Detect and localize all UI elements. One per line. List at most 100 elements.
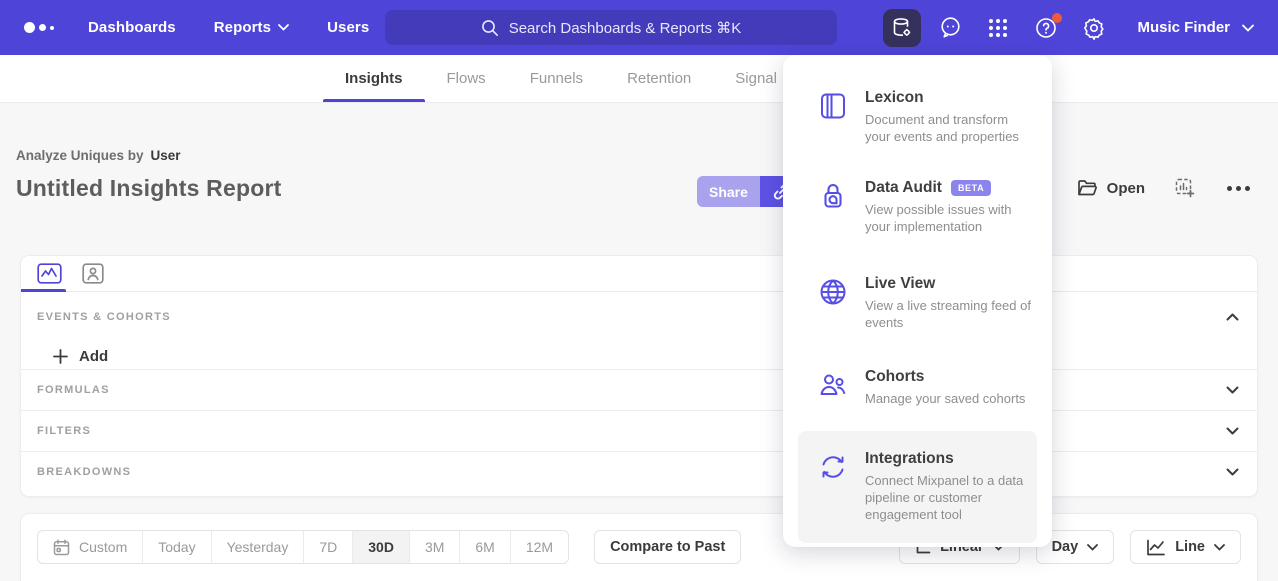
chart-tab-icon xyxy=(37,263,62,284)
add-to-dashboard-button[interactable] xyxy=(1175,178,1195,198)
filters-label: FILTERS xyxy=(37,425,92,437)
report-header: Analyze Uniques by User Untitled Insight… xyxy=(16,148,281,202)
tab-signal-label: Signal xyxy=(735,70,777,87)
breakdowns-section[interactable]: BREAKDOWNS xyxy=(21,451,1257,492)
range-3m[interactable]: 3M xyxy=(408,531,459,563)
integrations-title: Integrations xyxy=(865,450,954,467)
integrations-text: Integrations Connect Mixpanel to a data … xyxy=(865,450,1031,533)
tab-retention[interactable]: Retention xyxy=(627,55,691,102)
open-report-button[interactable]: Open xyxy=(1077,179,1145,197)
chart-type-label: Line xyxy=(1175,539,1205,555)
search-input[interactable]: Search Dashboards & Reports ⌘K xyxy=(385,10,837,45)
nav-dashboards[interactable]: Dashboards xyxy=(88,19,176,36)
plus-icon xyxy=(53,349,68,364)
events-view-tab[interactable] xyxy=(37,263,62,284)
nav-dashboards-label: Dashboards xyxy=(88,19,176,36)
open-label: Open xyxy=(1106,179,1145,197)
tab-funnels-label: Funnels xyxy=(529,70,584,87)
range-yesterday[interactable]: Yesterday xyxy=(210,531,304,563)
range-custom[interactable]: Custom xyxy=(38,531,142,563)
help-button[interactable] xyxy=(1027,9,1065,47)
tab-retention-label: Retention xyxy=(627,70,692,87)
live-view-text: Live View View a live streaming feed of … xyxy=(865,275,1031,332)
chevron-down-icon[interactable] xyxy=(1226,427,1239,435)
report-tabbar: Insights Flows Funnels Retention Signal … xyxy=(0,55,1278,103)
range-30d[interactable]: 30D xyxy=(352,531,409,563)
apps-grid-button[interactable] xyxy=(979,9,1017,47)
nav-reports[interactable]: Reports xyxy=(214,19,289,36)
range-30d-label: 30D xyxy=(368,539,394,555)
chevron-up-icon[interactable] xyxy=(1226,313,1239,321)
menu-item-lexicon[interactable]: Lexicon Document and transform your even… xyxy=(798,79,1037,156)
compare-to-past-button[interactable]: Compare to Past xyxy=(594,530,742,564)
chart-type-dropdown[interactable]: Line xyxy=(1130,530,1241,564)
search-icon xyxy=(481,19,498,36)
live-view-title: Live View xyxy=(865,275,936,292)
data-management-button[interactable] xyxy=(883,8,922,47)
tab-insights[interactable]: Insights xyxy=(323,55,424,102)
live-view-description: View a live streaming feed of events xyxy=(865,298,1031,330)
tab-signal[interactable]: Signal xyxy=(735,55,777,102)
settings-button[interactable] xyxy=(1075,9,1113,47)
integrations-description: Connect Mixpanel to a data pipeline or c… xyxy=(865,473,1024,522)
data-management-dropdown: Lexicon Document and transform your even… xyxy=(783,55,1052,547)
menu-item-live-view[interactable]: Live View View a live streaming feed of … xyxy=(798,265,1037,342)
range-12m[interactable]: 12M xyxy=(509,531,568,563)
range-yesterday-label: Yesterday xyxy=(226,539,289,555)
add-event-button[interactable]: Add xyxy=(49,344,112,369)
menu-item-integrations[interactable]: Integrations Connect Mixpanel to a data … xyxy=(798,431,1037,543)
range-6m[interactable]: 6M xyxy=(459,531,509,563)
chevron-down-icon[interactable] xyxy=(1226,468,1239,476)
database-gear-icon xyxy=(894,17,911,36)
workspace-switcher[interactable]: Music Finder xyxy=(1137,19,1254,36)
formulas-section[interactable]: FORMULAS xyxy=(21,369,1257,410)
message-face-icon xyxy=(941,17,960,38)
query-builder-panel: EVENTS & COHORTS Add FORMULAS FILTERS BR… xyxy=(20,255,1258,497)
events-cohorts-header[interactable]: EVENTS & COHORTS xyxy=(21,307,1257,327)
calendar-icon xyxy=(53,538,70,555)
share-button[interactable]: Share xyxy=(697,176,760,207)
menu-item-cohorts[interactable]: Cohorts Manage your saved cohorts xyxy=(798,358,1037,418)
subtitle-entity[interactable]: User xyxy=(150,148,181,163)
range-today[interactable]: Today xyxy=(142,531,210,563)
chart-add-icon xyxy=(1175,178,1195,198)
integrations-icon xyxy=(818,452,848,533)
workspace-name: Music Finder xyxy=(1137,19,1230,36)
gear-icon xyxy=(1084,17,1105,40)
more-options-button[interactable] xyxy=(1223,182,1254,195)
tab-flows[interactable]: Flows xyxy=(447,55,486,102)
filters-section[interactable]: FILTERS xyxy=(21,410,1257,451)
nav-users[interactable]: Users xyxy=(327,19,369,36)
cohorts-icon xyxy=(818,370,848,408)
data-audit-text: Data Audit BETA View possible issues wit… xyxy=(865,179,1031,236)
menu-item-data-audit[interactable]: Data Audit BETA View possible issues wit… xyxy=(798,169,1037,246)
lexicon-icon xyxy=(818,91,848,146)
nav-users-label: Users xyxy=(327,19,370,36)
users-view-tab[interactable] xyxy=(82,263,104,284)
data-audit-icon xyxy=(818,181,848,236)
search-placeholder: Search Dashboards & Reports ⌘K xyxy=(508,19,742,37)
chevron-down-icon xyxy=(278,24,289,31)
report-title[interactable]: Untitled Insights Report xyxy=(16,175,282,201)
tab-flows-label: Flows xyxy=(446,70,486,87)
chevron-down-icon xyxy=(1087,543,1099,551)
top-navigation-bar: Dashboards Reports Users Search Dashboar… xyxy=(0,0,1278,55)
beta-badge: BETA xyxy=(950,180,992,196)
feedback-button[interactable] xyxy=(931,9,969,47)
live-view-icon xyxy=(818,277,848,332)
range-12m-label: 12M xyxy=(525,539,554,555)
chevron-down-icon[interactable] xyxy=(1226,386,1239,394)
primary-nav: Dashboards Reports Users xyxy=(88,19,369,36)
cohorts-text: Cohorts Manage your saved cohorts xyxy=(865,368,1025,408)
report-subtitle: Analyze Uniques by User xyxy=(16,148,281,163)
lexicon-text: Lexicon Document and transform your even… xyxy=(865,89,1031,146)
mixpanel-logo[interactable] xyxy=(24,22,66,33)
interval-label: Day xyxy=(1051,539,1079,555)
tab-funnels[interactable]: Funnels xyxy=(530,55,583,102)
range-7d[interactable]: 7D xyxy=(303,531,352,563)
line-chart-icon xyxy=(1147,539,1166,555)
user-tab-icon xyxy=(82,263,104,284)
data-audit-description: View possible issues with your implement… xyxy=(865,202,1012,234)
cohorts-title: Cohorts xyxy=(865,368,925,385)
range-today-label: Today xyxy=(158,539,196,555)
